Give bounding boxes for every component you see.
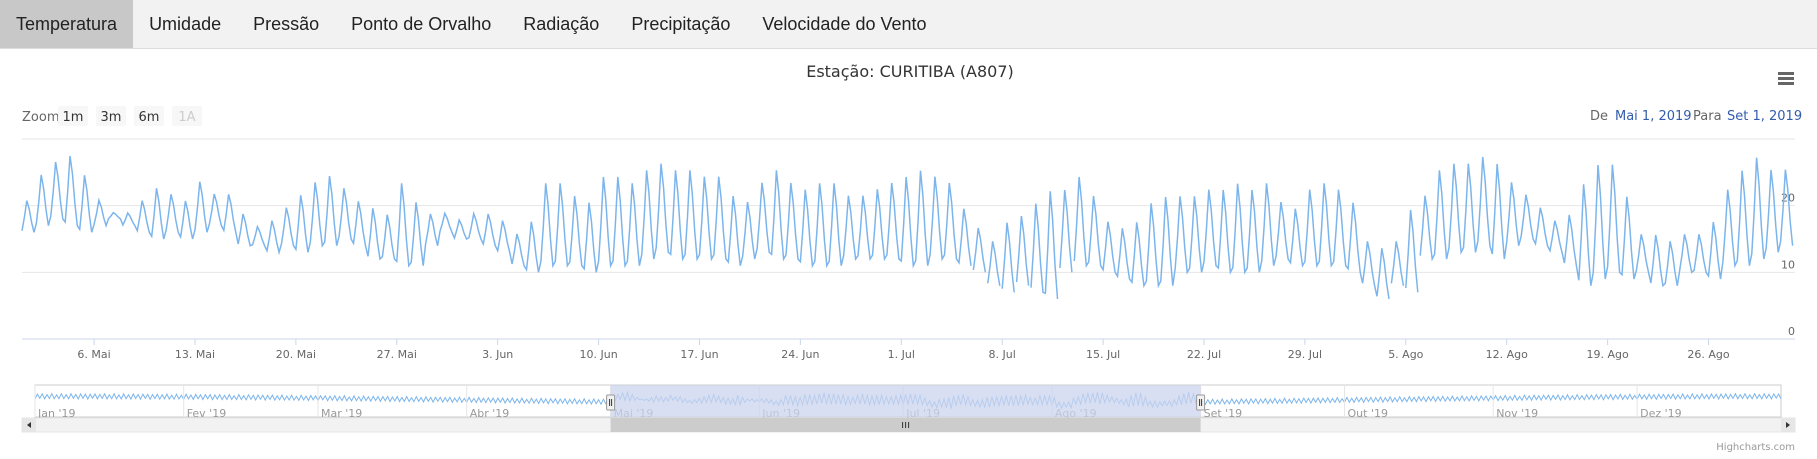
zoom-buttons: 1m 3m 6m 1A — [58, 106, 202, 126]
tab-ponto-de-orvalho[interactable]: Ponto de Orvalho — [351, 14, 492, 34]
temperature-series-line — [1073, 176, 1390, 300]
x-tick-label: 1. Jul — [888, 348, 915, 361]
scroll-right-arrow-icon[interactable] — [1781, 418, 1795, 432]
x-tick-label: 5. Ago — [1388, 348, 1423, 361]
x-tick-label: 3. Jun — [482, 348, 513, 361]
x-tick-label: 6. Mai — [77, 348, 110, 361]
navigator-month-label: Dez '19 — [1640, 407, 1682, 420]
tab-velocidade-do-vento[interactable]: Velocidade do Vento — [762, 14, 927, 34]
tab-press-o[interactable]: Pressão — [253, 14, 320, 34]
temperature-series-line — [1390, 241, 1405, 286]
x-tick-label: 29. Jul — [1288, 348, 1322, 361]
scrollbar[interactable] — [21, 417, 1796, 433]
credits-link[interactable]: Highcharts.com — [1716, 442, 1795, 453]
plot-area — [21, 155, 1794, 300]
x-tick-label: 10. Jun — [579, 348, 617, 361]
temperature-series-line — [1405, 209, 1419, 293]
to-label: Para — [1693, 109, 1722, 124]
svg-text:6m: 6m — [139, 110, 160, 125]
to-date-input[interactable]: Set 1, 2019 — [1727, 109, 1802, 124]
from-label: De — [1590, 109, 1608, 124]
y-tick-label: 10 — [1781, 258, 1795, 271]
tab-radia-o[interactable]: Radiação — [523, 14, 600, 34]
tab-bar: Temperatura Umidade Pressão Ponto de Orvalh… — [0, 0, 1817, 49]
tab-precipita-o[interactable]: Precipitação — [631, 14, 731, 34]
svg-text:1m: 1m — [63, 110, 84, 125]
x-tick-label: 24. Jun — [781, 348, 819, 361]
navigator-selection-mask[interactable] — [610, 385, 1201, 417]
x-tick-label: 27. Mai — [377, 348, 417, 361]
x-tick-label: 8. Jul — [989, 348, 1016, 361]
navigator-month-label: Mar '19 — [321, 407, 362, 420]
navigator-left-handle[interactable] — [606, 394, 616, 411]
temperature-series-line — [1015, 215, 1030, 286]
x-axis-ticks: 6. Mai 13. Mai 20. Mai 27. Mai 3. Jun 10. Jun… — [77, 339, 1730, 361]
tab-umidade[interactable]: Umidade — [149, 14, 222, 34]
temperature-series-line — [972, 227, 987, 273]
temperature-series-line — [1030, 191, 1059, 300]
x-tick-label: 22. Jul — [1187, 348, 1221, 361]
x-tick-label: 15. Jul — [1086, 348, 1120, 361]
temperature-series-line — [21, 155, 972, 273]
tab-temperatura[interactable]: Temperatura — [0, 0, 134, 48]
navigator-month-label: Abr '19 — [470, 407, 510, 420]
hamburger-menu-icon[interactable] — [1774, 66, 1798, 88]
navigator-month-label: Out '19 — [1348, 407, 1388, 420]
temperature-series-line — [1419, 156, 1794, 288]
y-tick-label: 0 — [1788, 325, 1795, 338]
svg-text:1A: 1A — [178, 110, 195, 125]
navigator-month-label: Jan '19 — [37, 407, 75, 420]
zoom-label: Zoom — [22, 110, 59, 125]
zoom-6m-button[interactable]: 6m — [134, 106, 164, 126]
x-tick-label: 19. Ago — [1586, 348, 1628, 361]
navigator-month-label: Set '19 — [1204, 407, 1243, 420]
temperature-series-line — [1059, 189, 1073, 273]
temperature-series-line — [987, 241, 1001, 286]
zoom-1A-button[interactable]: 1A — [172, 106, 202, 126]
x-tick-label: 26. Ago — [1687, 348, 1729, 361]
scrollbar-thumb[interactable] — [610, 418, 1201, 432]
zoom-3m-button[interactable]: 3m — [96, 106, 126, 126]
scroll-left-arrow-icon[interactable] — [22, 418, 36, 432]
navigator-month-label: Fev '19 — [187, 407, 227, 420]
y-grid — [22, 138, 1795, 340]
zoom-1m-button[interactable]: 1m — [58, 106, 88, 126]
x-tick-label: 13. Mai — [175, 348, 215, 361]
from-date-input[interactable]: Mai 1, 2019 — [1615, 109, 1692, 124]
chart-title: Estação: CURITIBA (A807) — [806, 62, 1014, 81]
x-tick-label: 17. Jun — [680, 348, 718, 361]
navigator-right-handle[interactable] — [1196, 394, 1206, 411]
navigator-month-label: Nov '19 — [1496, 407, 1538, 420]
x-tick-label: 20. Mai — [276, 348, 316, 361]
x-tick-label: 12. Ago — [1486, 348, 1528, 361]
temperature-series-line — [1001, 222, 1015, 293]
temperature-chart: Estação: CURITIBA (A807) Zoom 1m 3m 6m 1A D… — [21, 62, 1802, 453]
svg-text:3m: 3m — [101, 110, 122, 125]
